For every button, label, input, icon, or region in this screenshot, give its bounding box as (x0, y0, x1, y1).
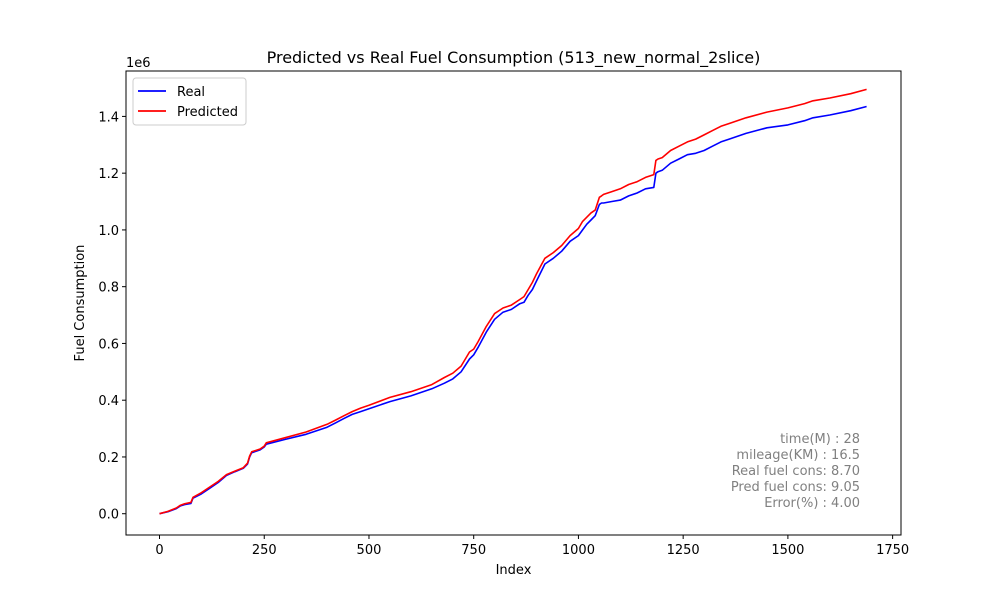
chart-title: Predicted vs Real Fuel Consumption (513_… (267, 48, 761, 68)
annotation-line: time(M) : 28 (780, 432, 860, 447)
x-tick-label: 1500 (771, 543, 804, 558)
y-offset-label: 1e6 (126, 56, 151, 71)
y-tick-label: 1.4 (98, 110, 119, 125)
x-tick-label: 1750 (876, 543, 909, 558)
x-axis: 0 250 500 750 1000 1250 1500 1750 (155, 535, 909, 558)
y-tick-label: 0.0 (98, 508, 119, 523)
y-tick-label: 0.8 (98, 281, 119, 296)
legend-label: Predicted (177, 105, 238, 120)
legend: Real Predicted (132, 77, 247, 126)
y-tick-label: 0.2 (98, 451, 119, 466)
annotation-line: Pred fuel cons: 9.05 (731, 480, 860, 495)
x-axis-label: Index (496, 563, 532, 578)
x-tick-label: 500 (357, 543, 382, 558)
legend-label: Real (177, 85, 205, 100)
annotation-line: Real fuel cons: 8.70 (732, 464, 860, 479)
legend-box (132, 77, 247, 126)
y-tick-label: 0.6 (98, 337, 119, 352)
y-tick-label: 0.4 (98, 394, 119, 409)
x-tick-label: 750 (461, 543, 486, 558)
y-axis-label: Fuel Consumption (73, 245, 88, 362)
annotation-line: Error(%) : 4.00 (764, 496, 860, 511)
x-tick-label: 1000 (562, 543, 595, 558)
y-tick-label: 1.2 (98, 167, 119, 182)
x-tick-label: 250 (252, 543, 277, 558)
y-axis: 0.0 0.2 0.4 0.6 0.8 1.0 1.2 1.4 (98, 110, 126, 523)
series-lines (159, 88, 867, 515)
series-line-predicted (159, 88, 867, 515)
x-tick-label: 0 (155, 543, 163, 558)
annotation-line: mileage(KM) : 16.5 (736, 448, 860, 463)
y-tick-label: 1.0 (98, 224, 119, 239)
x-tick-label: 1250 (667, 543, 700, 558)
